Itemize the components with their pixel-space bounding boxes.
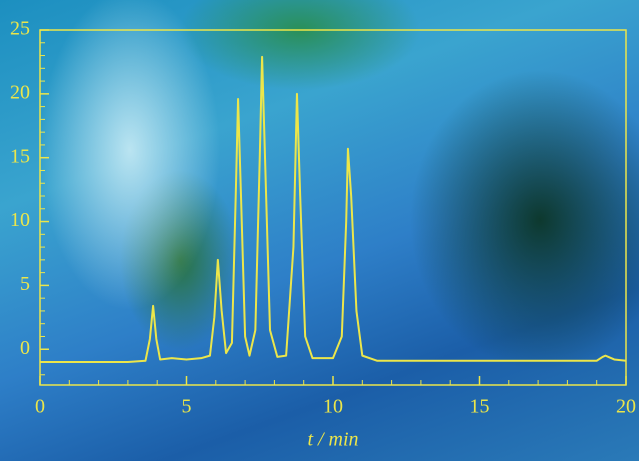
y-tick-label: 5 bbox=[20, 273, 30, 295]
y-tick-label: 20 bbox=[10, 81, 30, 103]
y-tick-label: 0 bbox=[20, 337, 30, 359]
plot-frame bbox=[39, 29, 627, 386]
y-tick-label: 10 bbox=[10, 209, 30, 231]
trace bbox=[40, 55, 627, 364]
x-axis-label: t / min bbox=[307, 429, 358, 451]
x-tick-label: 0 bbox=[35, 396, 45, 418]
x-tick-label: 20 bbox=[616, 396, 636, 418]
x-tick-label: 10 bbox=[323, 396, 343, 418]
y-tick-label: 25 bbox=[10, 18, 30, 40]
x-tick-label: 15 bbox=[470, 396, 490, 418]
x-tick-label: 5 bbox=[182, 396, 192, 418]
y-tick-label: 15 bbox=[10, 145, 30, 167]
